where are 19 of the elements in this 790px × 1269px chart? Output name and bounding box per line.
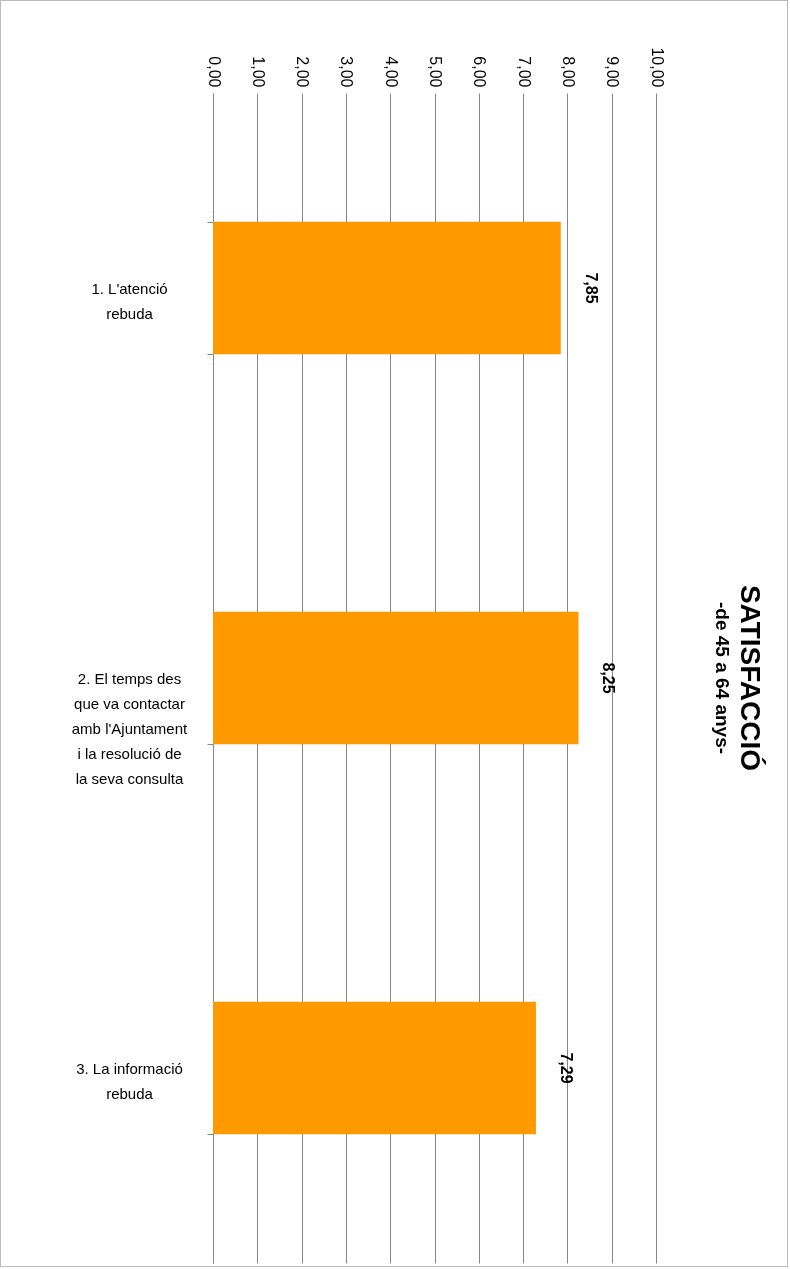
data-label: 8,25 — [600, 662, 618, 694]
x-tick-label: 4,00 — [382, 56, 400, 88]
x-tick-label: 2,00 — [294, 56, 312, 88]
x-tick-label: 6,00 — [471, 56, 489, 88]
x-tick-label: 8,00 — [559, 56, 577, 88]
data-label: 7,85 — [582, 272, 600, 304]
y-tick-label: 1. L'atenció rebuda — [91, 279, 168, 322]
x-tick-label: 10,00 — [648, 47, 666, 88]
x-tick-label: 0,00 — [205, 56, 223, 88]
data-label: 7,29 — [557, 1052, 575, 1084]
x-tick-label: 3,00 — [338, 56, 356, 88]
text: -de 45 a 64 anys- — [712, 601, 733, 755]
x-tick-label: 1,00 — [249, 56, 267, 88]
text: SATISFACCIÓ — [735, 584, 766, 772]
x-tick-label: 9,00 — [604, 56, 622, 88]
x-tick-label: 7,00 — [515, 56, 533, 88]
x-tick-label: 5,00 — [427, 56, 444, 88]
y-tick-label: 3. La informació rebuda — [76, 1059, 183, 1102]
y-tick-label: 2. El temps des que va contactar amb l'Ajuntament i la resolució de la seva consulta — [71, 669, 189, 787]
